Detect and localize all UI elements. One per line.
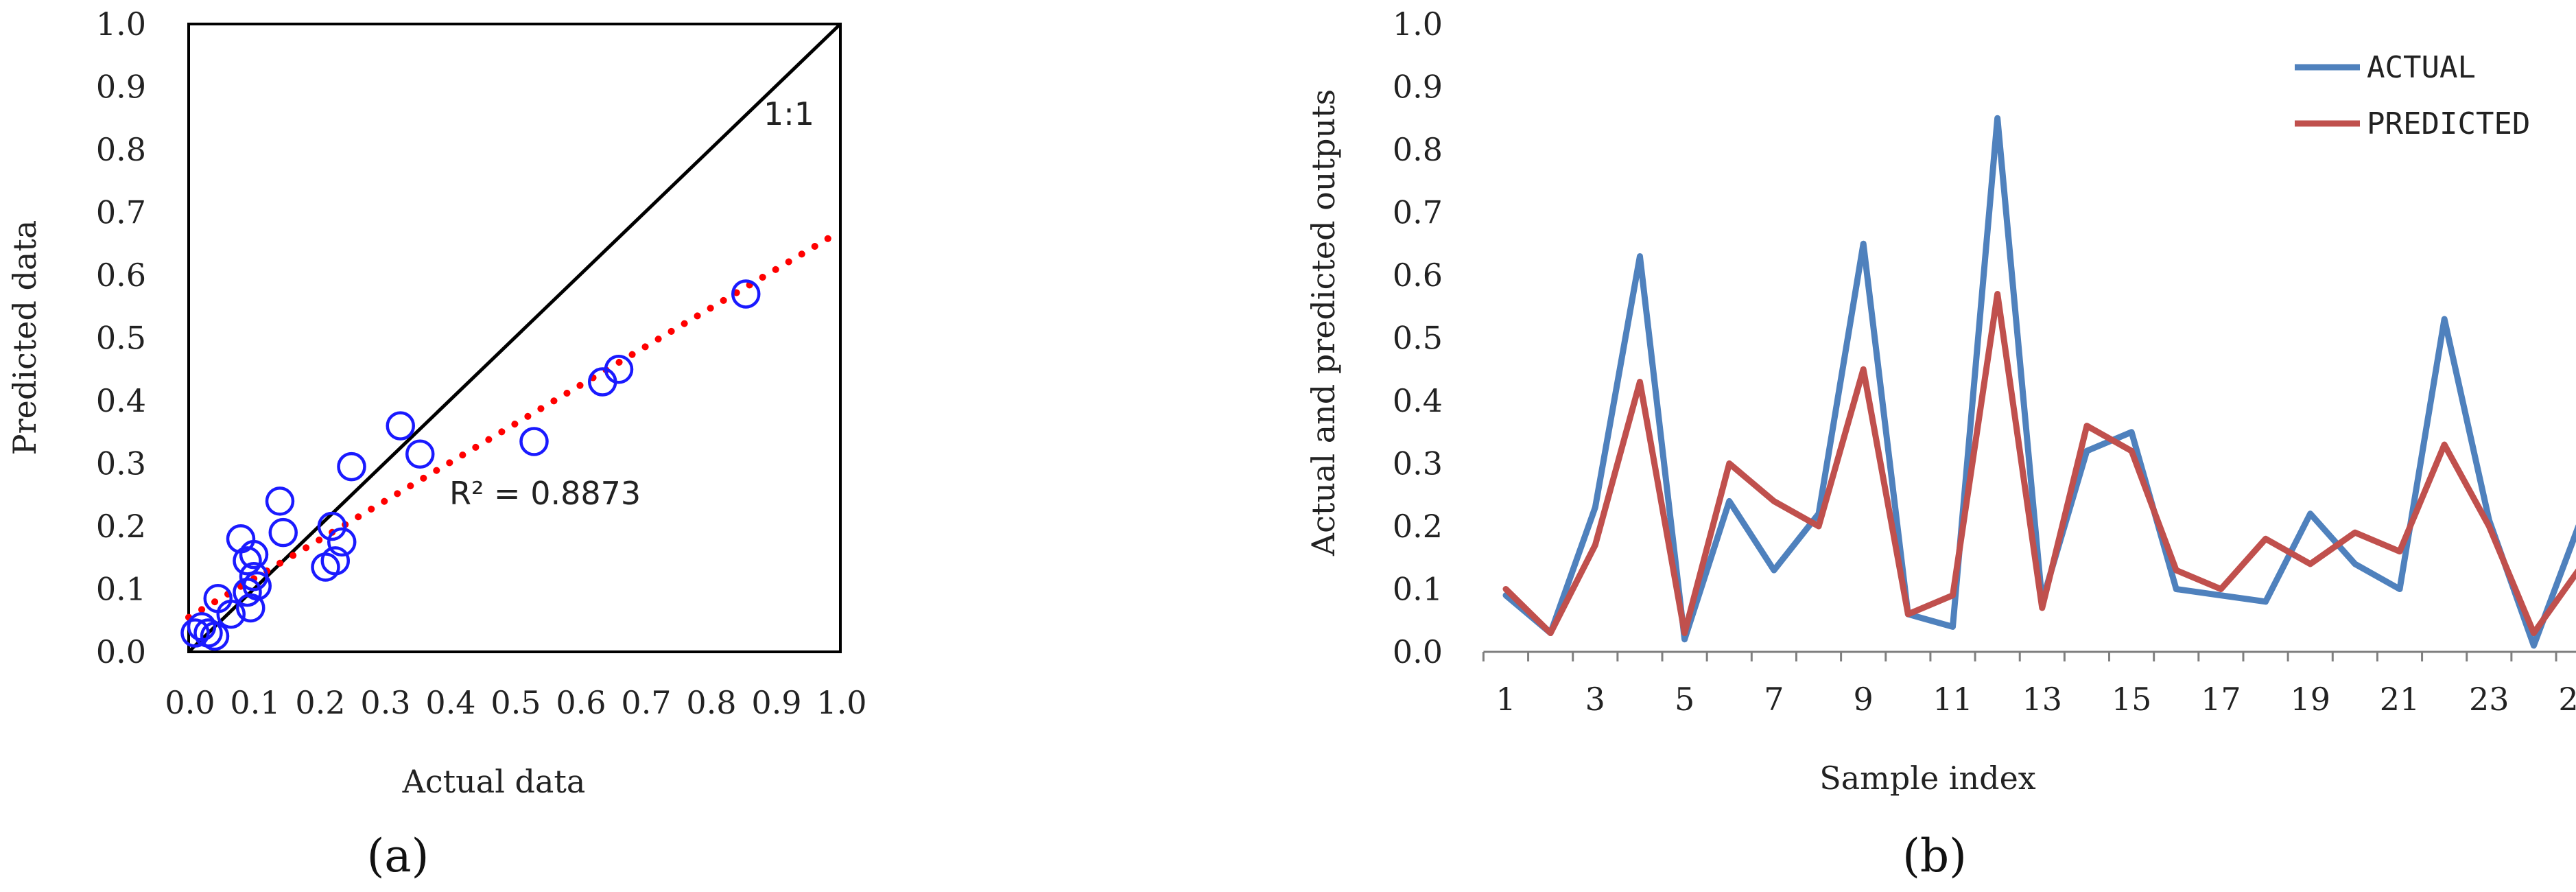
identity-line bbox=[187, 23, 842, 653]
scatter-y-tick-label: 1.0 bbox=[96, 5, 146, 43]
identity-line-label: 1:1 bbox=[764, 95, 814, 132]
line-x-tick-marks bbox=[1482, 652, 2557, 661]
scatter-point bbox=[233, 546, 262, 576]
line-y-tick-label: 0.3 bbox=[1393, 445, 1443, 482]
line-y-tick-label: 0.6 bbox=[1393, 257, 1443, 294]
scatter-point bbox=[405, 439, 435, 469]
line-x-tick-label: 3 bbox=[1585, 681, 1605, 718]
trendline bbox=[185, 227, 844, 621]
scatter-x-tick-label: 0.8 bbox=[686, 684, 736, 721]
scatter-chart-panel: 0.0 0.1 0.2 0.3 0.4 0.5 0.6 0.7 0.8 0.9 1.0 0.0 0.1… bbox=[6, 5, 867, 882]
legend: ACTUAL PREDICTED bbox=[2295, 50, 2530, 141]
scatter-x-tick-label: 0.9 bbox=[751, 684, 801, 721]
scatter-x-tick-label: 0.7 bbox=[621, 684, 671, 721]
scatter-x-tick-label: 0.2 bbox=[295, 684, 345, 721]
scatter-point bbox=[216, 599, 246, 629]
scatter-plot-frame bbox=[187, 23, 842, 653]
scatter-point bbox=[519, 427, 549, 456]
line-x-tick-label: 17 bbox=[2201, 681, 2241, 718]
scatter-point bbox=[731, 279, 761, 309]
panel-label-a: (a) bbox=[367, 830, 429, 882]
line-x-tick-label: 13 bbox=[2022, 681, 2063, 718]
line-y-axis-label: Actual and predicted outputs bbox=[1305, 89, 1342, 556]
scatter-point bbox=[236, 593, 265, 623]
scatter-point bbox=[268, 517, 298, 548]
line-y-tick-label: 0.7 bbox=[1393, 194, 1443, 231]
scatter-point bbox=[327, 527, 357, 557]
scatter-y-tick-label: 0.3 bbox=[96, 445, 146, 482]
scatter-point bbox=[317, 511, 347, 541]
line-x-tick-label: 1 bbox=[1496, 681, 1515, 718]
line-series bbox=[1502, 115, 2576, 649]
scatter-y-axis-label: Predicted data bbox=[6, 220, 43, 456]
r-squared-annotation: R² = 0.8873 bbox=[449, 475, 641, 512]
line-y-tick-label: 0.2 bbox=[1393, 508, 1443, 545]
scatter-point bbox=[337, 451, 366, 482]
line-y-tick-label: 0.4 bbox=[1393, 382, 1443, 419]
line-y-tick-label: 0.9 bbox=[1393, 69, 1443, 106]
line-y-tick-label: 0.1 bbox=[1393, 571, 1443, 608]
legend-label-actual: ACTUAL bbox=[2367, 50, 2476, 85]
line-x-tick-label: 11 bbox=[1933, 681, 1973, 718]
scatter-point bbox=[242, 571, 272, 601]
scatter-point bbox=[239, 539, 269, 570]
line-x-tick-label: 25 bbox=[2558, 681, 2576, 718]
scatter-x-tick-label: 0.6 bbox=[556, 684, 606, 721]
scatter-y-tick-label: 0.9 bbox=[96, 69, 146, 106]
scatter-x-tick-label: 0.5 bbox=[491, 684, 541, 721]
scatter-x-tick-label: 0.1 bbox=[230, 684, 280, 721]
line-x-tick-label: 9 bbox=[1854, 681, 1874, 718]
line-x-tick-label: 21 bbox=[2380, 681, 2420, 718]
line-y-tick-label: 1.0 bbox=[1393, 5, 1443, 43]
line-x-axis-label: Sample index bbox=[1819, 760, 2036, 797]
scatter-x-tick-label: 0.3 bbox=[360, 684, 410, 721]
scatter-x-axis-label: Actual data bbox=[402, 763, 586, 800]
scatter-y-tick-label: 0.8 bbox=[96, 131, 146, 168]
scatter-point bbox=[200, 621, 230, 651]
scatter-point bbox=[386, 411, 415, 441]
line-x-tick-labels: 13579111315171921232527 bbox=[1496, 681, 2576, 718]
scatter-y-tick-label: 0.6 bbox=[96, 257, 146, 294]
scatter-y-tick-label: 0.5 bbox=[96, 320, 146, 357]
scatter-x-tick-labels: 0.0 0.1 0.2 0.3 0.4 0.5 0.6 0.7 0.8 0.9 1.0 bbox=[165, 684, 866, 721]
scatter-x-tick-label: 0.0 bbox=[165, 684, 215, 721]
line-x-tick-label: 19 bbox=[2290, 681, 2330, 718]
scatter-points bbox=[180, 279, 761, 651]
line-y-tick-label: 0.8 bbox=[1393, 131, 1443, 168]
scatter-point bbox=[265, 486, 295, 516]
line-x-tick-label: 23 bbox=[2469, 681, 2509, 718]
panel-label-b: (b) bbox=[1902, 830, 1967, 882]
line-y-tick-labels: 0.0 0.1 0.2 0.3 0.4 0.5 0.6 0.7 0.8 0.9 1.0 bbox=[1393, 5, 1443, 670]
line-y-tick-label: 0.0 bbox=[1393, 633, 1443, 670]
series-line-actual bbox=[1502, 115, 2576, 649]
line-x-tick-label: 15 bbox=[2112, 681, 2152, 718]
scatter-y-tick-label: 0.1 bbox=[96, 571, 146, 608]
scatter-y-tick-label: 0.7 bbox=[96, 194, 146, 231]
scatter-y-tick-label: 0.0 bbox=[96, 633, 146, 670]
scatter-point bbox=[180, 618, 210, 648]
line-x-tick-label: 5 bbox=[1675, 681, 1694, 718]
legend-label-predicted: PREDICTED bbox=[2367, 106, 2530, 141]
scatter-point bbox=[604, 355, 634, 384]
scatter-y-tick-label: 0.4 bbox=[96, 382, 146, 419]
line-y-tick-label: 0.5 bbox=[1393, 320, 1443, 357]
scatter-point bbox=[320, 546, 350, 576]
scatter-x-tick-label: 0.4 bbox=[425, 684, 475, 721]
scatter-y-tick-label: 0.2 bbox=[96, 508, 146, 545]
scatter-x-tick-label: 1.0 bbox=[816, 684, 866, 721]
series-line-predicted bbox=[1502, 290, 2576, 637]
scatter-y-tick-labels: 0.0 0.1 0.2 0.3 0.4 0.5 0.6 0.7 0.8 0.9 1.0 bbox=[96, 5, 146, 670]
line-x-tick-label: 7 bbox=[1764, 681, 1784, 718]
scatter-point bbox=[203, 583, 233, 613]
